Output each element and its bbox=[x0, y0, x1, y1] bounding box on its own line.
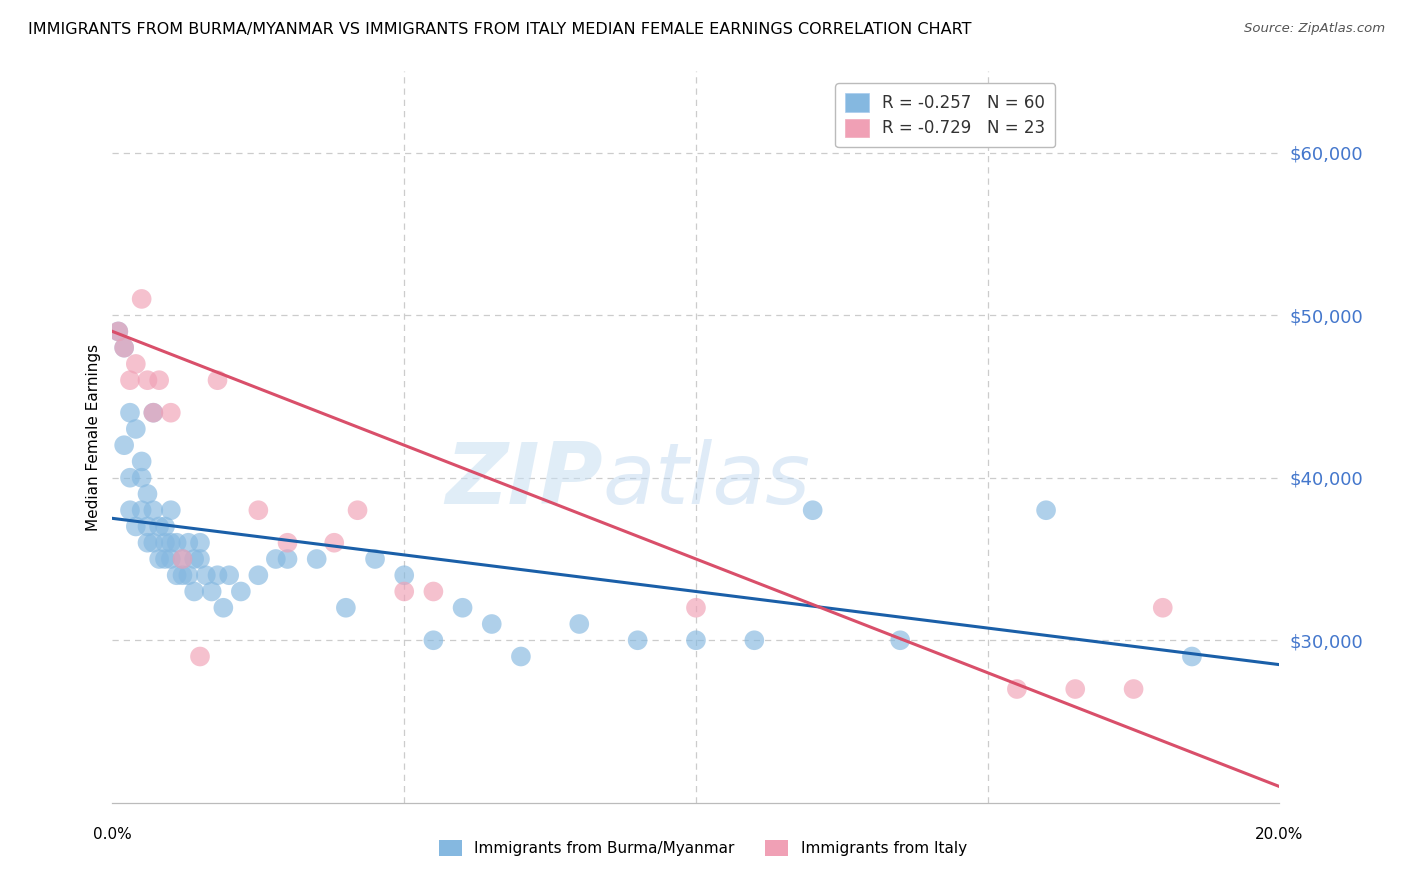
Legend: Immigrants from Burma/Myanmar, Immigrants from Italy: Immigrants from Burma/Myanmar, Immigrant… bbox=[433, 834, 973, 862]
Point bbox=[172, 568, 194, 582]
Point bbox=[346, 503, 368, 517]
Point bbox=[685, 600, 707, 615]
Point bbox=[131, 503, 153, 517]
Legend: R = -0.257   N = 60, R = -0.729   N = 23: R = -0.257 N = 60, R = -0.729 N = 23 bbox=[835, 83, 1056, 147]
Point bbox=[125, 357, 148, 371]
Point bbox=[112, 438, 135, 452]
Point bbox=[264, 552, 287, 566]
Point bbox=[166, 535, 188, 549]
Point bbox=[1035, 503, 1057, 517]
Point bbox=[685, 633, 707, 648]
Point bbox=[160, 552, 183, 566]
Point bbox=[112, 341, 135, 355]
Point bbox=[1064, 681, 1087, 696]
Point bbox=[188, 649, 211, 664]
Point bbox=[207, 568, 229, 582]
Point bbox=[177, 535, 200, 549]
Point bbox=[335, 600, 357, 615]
Point bbox=[136, 373, 159, 387]
Point bbox=[229, 584, 252, 599]
Point bbox=[142, 535, 165, 549]
Point bbox=[509, 649, 531, 664]
Text: Source: ZipAtlas.com: Source: ZipAtlas.com bbox=[1244, 22, 1385, 36]
Point bbox=[160, 503, 183, 517]
Point bbox=[188, 535, 211, 549]
Point bbox=[188, 552, 211, 566]
Point bbox=[125, 422, 148, 436]
Point bbox=[183, 552, 205, 566]
Point bbox=[394, 568, 416, 582]
Point bbox=[172, 552, 194, 566]
Point bbox=[160, 406, 183, 420]
Point bbox=[118, 406, 141, 420]
Point bbox=[207, 373, 229, 387]
Point bbox=[136, 487, 159, 501]
Point bbox=[422, 584, 444, 599]
Text: atlas: atlas bbox=[603, 440, 811, 523]
Point bbox=[364, 552, 387, 566]
Point bbox=[247, 568, 270, 582]
Point bbox=[394, 584, 416, 599]
Point bbox=[218, 568, 240, 582]
Text: ZIP: ZIP bbox=[444, 440, 603, 523]
Point bbox=[142, 503, 165, 517]
Point bbox=[148, 552, 170, 566]
Point bbox=[194, 568, 217, 582]
Point bbox=[323, 535, 346, 549]
Point bbox=[1005, 681, 1028, 696]
Point bbox=[153, 519, 176, 533]
Point bbox=[801, 503, 824, 517]
Point bbox=[153, 535, 176, 549]
Point bbox=[131, 454, 153, 468]
Point bbox=[1152, 600, 1174, 615]
Point bbox=[568, 617, 591, 632]
Point bbox=[1122, 681, 1144, 696]
Point bbox=[107, 325, 129, 339]
Point bbox=[889, 633, 911, 648]
Point bbox=[112, 341, 135, 355]
Point bbox=[276, 535, 298, 549]
Text: IMMIGRANTS FROM BURMA/MYANMAR VS IMMIGRANTS FROM ITALY MEDIAN FEMALE EARNINGS CO: IMMIGRANTS FROM BURMA/MYANMAR VS IMMIGRA… bbox=[28, 22, 972, 37]
Point bbox=[136, 535, 159, 549]
Point bbox=[247, 503, 270, 517]
Point bbox=[153, 552, 176, 566]
Point bbox=[160, 535, 183, 549]
Point bbox=[481, 617, 503, 632]
Point bbox=[742, 633, 765, 648]
Point bbox=[166, 568, 188, 582]
Point bbox=[136, 519, 159, 533]
Point bbox=[276, 552, 298, 566]
Point bbox=[212, 600, 235, 615]
Point bbox=[451, 600, 474, 615]
Point bbox=[422, 633, 444, 648]
Point bbox=[142, 406, 165, 420]
Point bbox=[172, 552, 194, 566]
Point bbox=[107, 325, 129, 339]
Text: 20.0%: 20.0% bbox=[1256, 827, 1303, 842]
Point bbox=[131, 292, 153, 306]
Point bbox=[118, 373, 141, 387]
Text: 0.0%: 0.0% bbox=[93, 827, 132, 842]
Point bbox=[183, 584, 205, 599]
Point bbox=[627, 633, 650, 648]
Point bbox=[142, 406, 165, 420]
Point bbox=[125, 519, 148, 533]
Point bbox=[118, 471, 141, 485]
Point bbox=[118, 503, 141, 517]
Point bbox=[177, 568, 200, 582]
Point bbox=[201, 584, 224, 599]
Point bbox=[148, 519, 170, 533]
Point bbox=[305, 552, 328, 566]
Point bbox=[1181, 649, 1204, 664]
Point bbox=[131, 471, 153, 485]
Y-axis label: Median Female Earnings: Median Female Earnings bbox=[86, 343, 101, 531]
Point bbox=[148, 373, 170, 387]
